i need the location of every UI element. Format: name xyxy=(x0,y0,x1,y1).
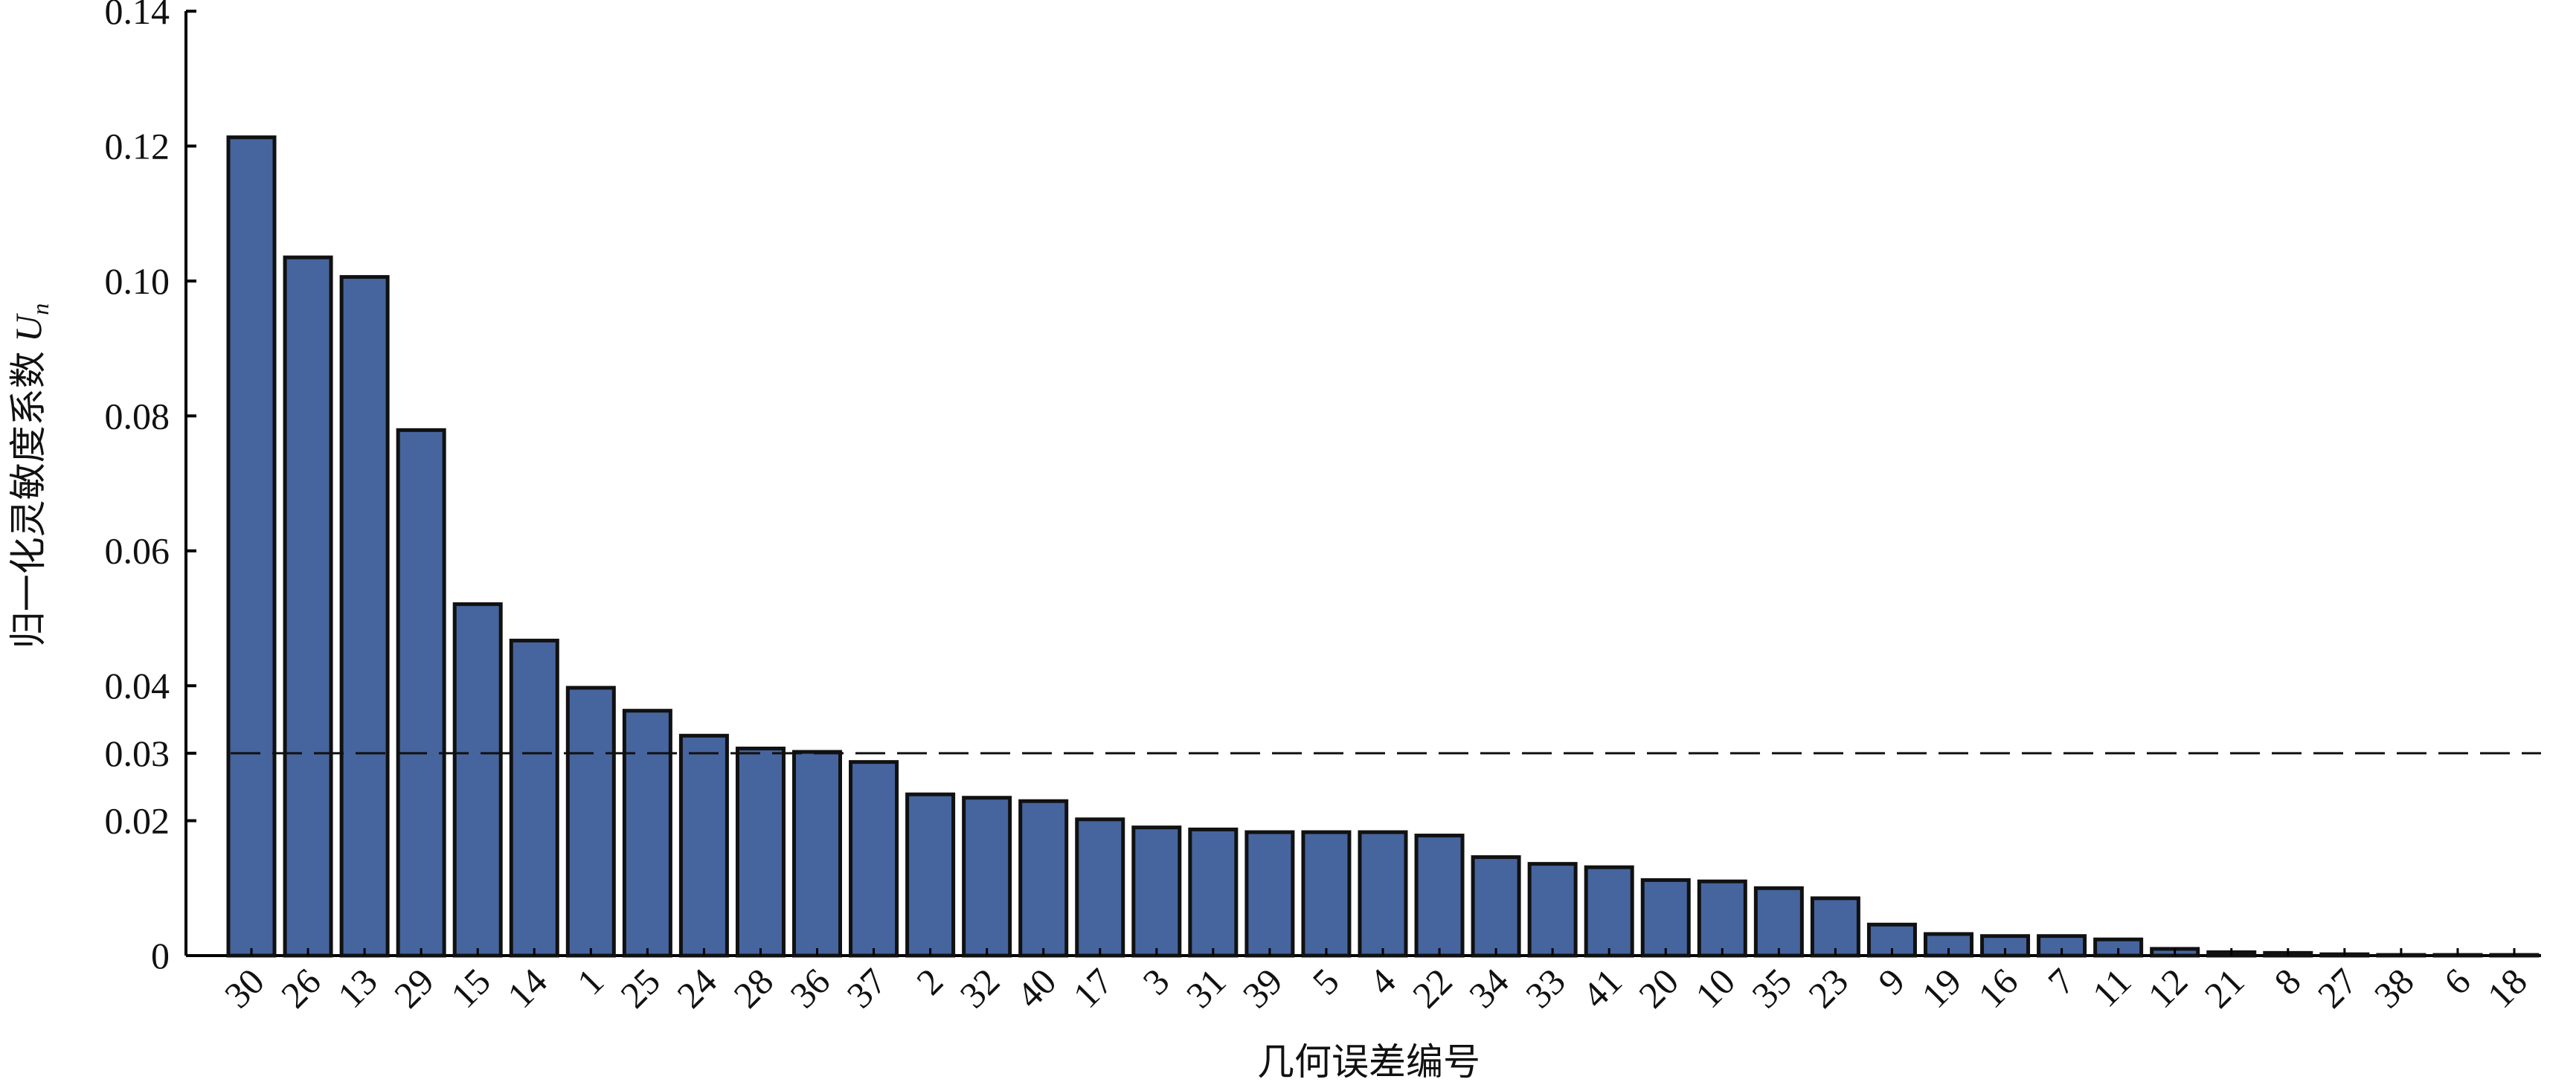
bar xyxy=(452,602,503,958)
x-tick-label: 11 xyxy=(2084,960,2139,1015)
bar xyxy=(509,638,559,958)
x-tick-label: 6 xyxy=(2435,960,2478,1002)
x-tick-label: 34 xyxy=(1461,960,1517,1016)
x-tick-label: 14 xyxy=(499,960,555,1016)
y-tick-label: 0.04 xyxy=(105,665,170,706)
y-axis-label: 归一化灵敏度系数 Un xyxy=(7,303,54,649)
x-tick-label: 16 xyxy=(1970,960,2026,1016)
y-tick-label: 0.14 xyxy=(105,0,170,32)
x-tick-label: 12 xyxy=(2140,960,2196,1016)
x-tick-label: 13 xyxy=(330,960,385,1016)
bar xyxy=(1301,830,1352,958)
x-tick-label: 36 xyxy=(782,960,838,1016)
y-axis-label-text: 归一化灵敏度系数 xyxy=(7,351,49,648)
y-axis-label-symbol: U xyxy=(7,313,49,342)
y-tick-label: 0.10 xyxy=(105,260,170,302)
bar xyxy=(1358,830,1408,958)
x-tick-label: 39 xyxy=(1235,960,1291,1016)
x-tick-label: 26 xyxy=(273,960,329,1016)
bar xyxy=(1810,896,1860,958)
bar xyxy=(735,747,786,958)
x-tick-label: 37 xyxy=(838,960,894,1016)
x-tick-label: 5 xyxy=(1304,960,1346,1002)
x-tick-label: 28 xyxy=(725,960,781,1016)
x-tick-label: 30 xyxy=(216,960,272,1016)
x-tick-label: 1 xyxy=(569,960,611,1002)
x-tick-label: 33 xyxy=(1517,960,1573,1016)
y-tick-label: 0.03 xyxy=(105,733,170,774)
bar xyxy=(396,428,446,958)
x-tick-label: 35 xyxy=(1744,960,1799,1016)
bar xyxy=(1131,825,1182,958)
y-tick-label: 0 xyxy=(151,935,170,976)
y-tick-label: 0.08 xyxy=(105,395,170,437)
y-tick-label: 0.12 xyxy=(105,125,170,167)
bar xyxy=(622,709,672,958)
y-tick-label: 0.02 xyxy=(105,800,170,842)
x-tick-label: 19 xyxy=(1913,960,1969,1016)
x-tick-label: 18 xyxy=(2479,960,2535,1016)
x-tick-label: 38 xyxy=(2366,960,2422,1016)
bar xyxy=(905,792,956,958)
x-tick-label: 31 xyxy=(1178,960,1234,1016)
bar xyxy=(565,686,616,958)
x-tick-label: 8 xyxy=(2266,960,2308,1002)
bar xyxy=(1188,827,1239,958)
bar xyxy=(1471,855,1521,958)
bar xyxy=(1697,879,1747,958)
bar xyxy=(1753,886,1804,958)
bar xyxy=(1640,878,1691,958)
x-tick-label: 27 xyxy=(2310,960,2365,1016)
x-tick-label: 2 xyxy=(908,960,951,1002)
x-tick-label: 24 xyxy=(669,960,725,1016)
bar xyxy=(1018,799,1069,958)
bar xyxy=(1414,834,1465,958)
bar xyxy=(1244,830,1295,958)
bar xyxy=(1527,862,1578,958)
x-tick-label: 20 xyxy=(1631,960,1686,1016)
x-tick-label: 7 xyxy=(2040,960,2082,1002)
x-tick-label: 41 xyxy=(1574,960,1630,1016)
y-axis-label-subscript: n xyxy=(27,303,54,315)
bar xyxy=(849,760,899,958)
x-tick-label: 4 xyxy=(1361,960,1404,1002)
x-axis-label: 几何误差编号 xyxy=(1257,1041,1480,1083)
x-tick-label: 21 xyxy=(2197,960,2252,1016)
x-tick-label: 22 xyxy=(1404,960,1460,1016)
x-tick-label: 15 xyxy=(443,960,498,1016)
x-tick-label: 3 xyxy=(1134,960,1177,1002)
bar xyxy=(962,796,1012,958)
x-tick-label: 40 xyxy=(1009,960,1064,1016)
x-tick-label: 17 xyxy=(1065,960,1121,1016)
bar xyxy=(1584,865,1634,958)
bar xyxy=(226,135,277,958)
bar xyxy=(1075,817,1125,958)
bar xyxy=(283,255,333,958)
x-tick-label: 32 xyxy=(951,960,1007,1016)
x-tick-label: 29 xyxy=(386,960,442,1016)
x-tick-label: 23 xyxy=(1800,960,1856,1016)
y-tick-label: 0.06 xyxy=(105,530,170,572)
bar xyxy=(339,274,390,958)
x-tick-label: 9 xyxy=(1870,960,1912,1002)
x-tick-label: 10 xyxy=(1687,960,1743,1016)
bar xyxy=(678,733,729,958)
x-tick-label: 25 xyxy=(612,960,668,1016)
bar xyxy=(792,750,842,958)
